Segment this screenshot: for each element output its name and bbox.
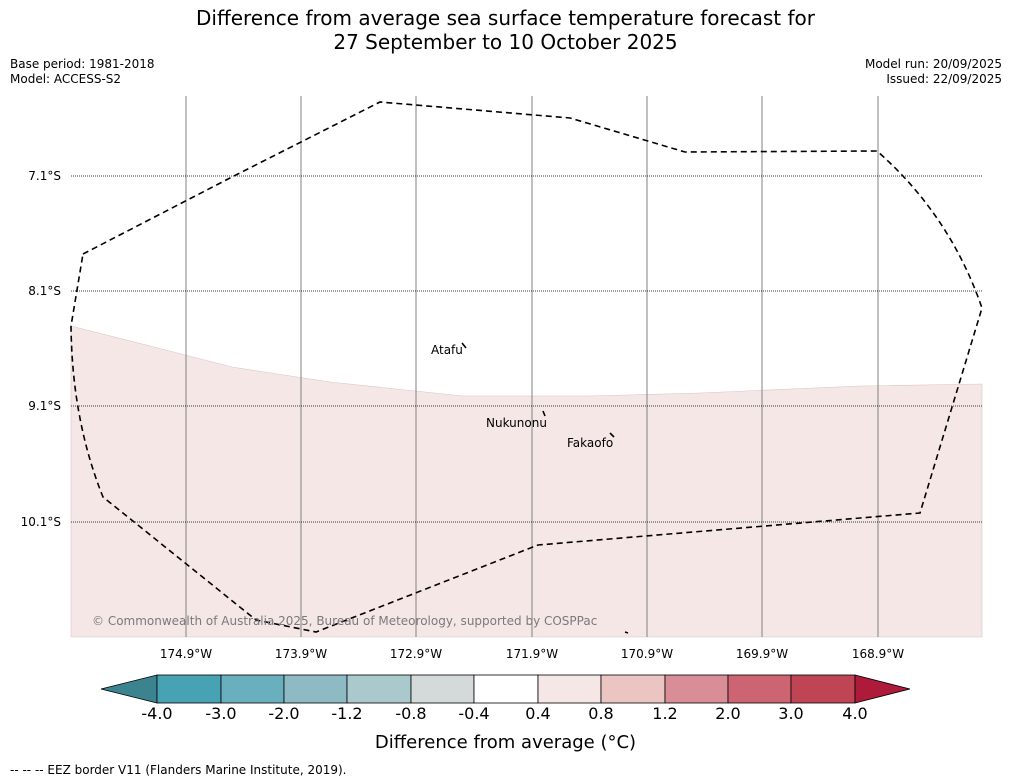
colorbar-tick-label: -4.0 xyxy=(141,704,173,723)
island-shapes xyxy=(461,342,629,634)
colorbar-segment xyxy=(537,674,602,704)
lon-label: 168.9°W xyxy=(851,647,905,661)
lon-label: 169.9°W xyxy=(735,647,789,661)
copyright-text: © Commonwealth of Australia 2025, Bureau… xyxy=(92,614,598,628)
lon-label: 174.9°W xyxy=(159,647,213,661)
lat-label: 10.1°S xyxy=(20,515,61,529)
place-label-nukunonu: Nukunonu xyxy=(486,416,547,430)
lon-label: 172.9°W xyxy=(389,647,443,661)
place-label-fakaofo: Fakaofo xyxy=(567,436,614,450)
colorbar-segment xyxy=(600,674,666,704)
colorbar-segment xyxy=(346,674,412,704)
colorbar-tick-label: 4.0 xyxy=(842,704,868,723)
lon-label: 171.9°W xyxy=(505,647,559,661)
base-period-text: Base period: 1981-2018 xyxy=(10,57,155,71)
colorbar-segment xyxy=(283,674,348,704)
colorbar-tick-label: -2.0 xyxy=(268,704,300,723)
colorbar-tick-label: 0.8 xyxy=(588,704,614,723)
colorbar-tick-label: 2.0 xyxy=(715,704,741,723)
fakaofo-island xyxy=(609,432,615,438)
meta-left: Base period: 1981-2018 Model: ACCESS-S2 xyxy=(10,57,155,87)
model-run-text: Model run: 20/09/2025 xyxy=(864,57,1002,71)
lon-label: 173.9°W xyxy=(274,647,328,661)
colorbar-segments xyxy=(100,674,911,704)
rock-islet xyxy=(624,631,629,634)
title-line-1: Difference from average sea surface temp… xyxy=(195,6,815,30)
colorbar-segment xyxy=(790,674,856,704)
colorbar-label: Difference from average (°C) xyxy=(374,732,637,753)
colorbar-extend-high xyxy=(854,674,911,704)
colorbar-tick-label: 3.0 xyxy=(778,704,804,723)
colorbar-segment xyxy=(727,674,792,704)
lat-label: 7.1°S xyxy=(28,169,61,183)
colorbar-segment xyxy=(410,674,475,704)
colorbar-extend-low xyxy=(100,674,158,704)
model-text: Model: ACCESS-S2 xyxy=(10,72,122,86)
anomaly-fill-0.4-0.8 xyxy=(70,325,983,638)
longitude-gridlines xyxy=(185,96,879,637)
lat-label: 8.1°S xyxy=(28,284,61,298)
atafu-island xyxy=(461,342,467,349)
colorbar-tick-label: 0.4 xyxy=(525,704,551,723)
eez-border xyxy=(70,101,983,633)
colorbar-tick-label: 1.2 xyxy=(652,704,678,723)
nukunonu-island xyxy=(542,410,546,417)
colorbar-segment xyxy=(156,674,222,704)
meta-right: Model run: 20/09/2025 Issued: 22/09/2025 xyxy=(865,57,1002,87)
issued-text: Issued: 22/09/2025 xyxy=(886,72,1002,86)
colorbar-segment xyxy=(473,674,539,704)
title-line-2: 27 September to 10 October 2025 xyxy=(333,30,678,54)
colorbar-tick-label: -0.4 xyxy=(458,704,490,723)
colorbar-tick-label: -1.2 xyxy=(331,704,363,723)
colorbar-segment xyxy=(220,674,285,704)
chart-title: Difference from average sea surface temp… xyxy=(0,6,1011,54)
lon-label: 170.9°W xyxy=(620,647,674,661)
colorbar-segment xyxy=(664,674,729,704)
colorbar-tick-label: -0.8 xyxy=(395,704,427,723)
eez-footnote: -- -- -- EEZ border V11 (Flanders Marine… xyxy=(10,763,347,777)
colorbar-tick-label: -3.0 xyxy=(205,704,237,723)
place-label-atafu: Atafu xyxy=(431,343,463,357)
lat-label: 9.1°S xyxy=(28,399,61,413)
